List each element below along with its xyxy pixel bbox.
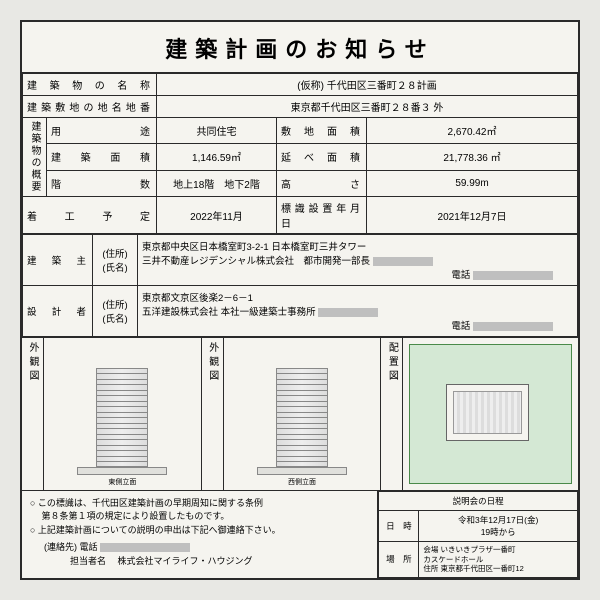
tel-label-2: 電話 [451, 321, 470, 332]
designer-addr: 東京都文京区後楽2－6－1 [142, 290, 573, 304]
person-value: 株式会社マイライフ・ハウジング [118, 556, 253, 566]
notice-board: 建築計画のお知らせ 建築物の名称 (仮称) 千代田区三番町２８計画 建築敷地の地… [20, 20, 580, 580]
building-base [77, 467, 167, 475]
height-label: 高 さ [277, 170, 367, 196]
designer-name-label: (氏名) [97, 311, 133, 325]
sign-value: 2021年12月7日 [367, 197, 578, 234]
note-1a: ○ この標識は、千代田区建築計画の早期周知に関する条例 [30, 497, 369, 511]
owner-addr: 東京都中央区日本橋室町3-2-1 日本橋室町三井タワー [142, 239, 573, 253]
stories-value: 地上18階 地下2階 [157, 170, 277, 196]
elevation-west: 外観図 西側立面 [202, 338, 382, 490]
sched-place-value: 会場 いきいきプラザ一番町 カスケードホール 住所 東京都千代田区一番町12 [419, 541, 578, 577]
buildarea-label: 建 築 面 積 [47, 144, 157, 170]
venue-addr-label: 住所 [423, 564, 438, 573]
elevation-east: 外観図 東側立面 [22, 338, 202, 490]
redacted [373, 257, 433, 266]
row-addr-label: 建築敷地の地名地番 [23, 96, 157, 118]
elevation-label: 外観図 [22, 338, 44, 490]
plan-label: 配置図 [381, 338, 403, 490]
west-caption: 西側立面 [288, 477, 316, 487]
person-label: 担当者名 [70, 556, 106, 566]
stories-label: 階 数 [47, 170, 157, 196]
owner-label: 建 築 主 [23, 235, 93, 286]
venue-label: 会場 [423, 545, 438, 554]
bottom-section: ○ この標識は、千代田区建築計画の早期周知に関する条例 第８条第１項の規定により… [22, 491, 578, 578]
use-label: 用 途 [47, 118, 157, 144]
site-plan: 配置図 [381, 338, 578, 490]
sched-place-label: 場 所 [379, 541, 419, 577]
row-name-value: (仮称) 千代田区三番町２８計画 [157, 74, 578, 96]
building-elevation-icon [276, 368, 328, 467]
floorarea-label: 延 べ 面 積 [277, 144, 367, 170]
sched-date-value: 令和3年12月17日(金) 19時から [419, 510, 578, 541]
tel-label: 電話 [451, 270, 470, 281]
start-value: 2022年11月 [157, 197, 277, 234]
site-value: 2,670.42㎡ [367, 118, 578, 144]
building-base [257, 467, 347, 475]
row-addr-value: 東京都千代田区三番町２８番３ 外 [157, 96, 578, 118]
elevation-label-2: 外観図 [202, 338, 224, 490]
title: 建築計画のお知らせ [22, 22, 578, 73]
parties-table: 建 築 主 (住所) (氏名) 東京都中央区日本橋室町3-2-1 日本橋室町三井… [22, 234, 578, 337]
use-value: 共同住宅 [157, 118, 277, 144]
meeting-schedule: 説明会の日程 日 時 令和3年12月17日(金) 19時から 場 所 会場 いき… [378, 491, 578, 578]
notes: ○ この標識は、千代田区建築計画の早期周知に関する条例 第８条第１項の規定により… [22, 491, 378, 578]
buildarea-value: 1,146.59㎡ [157, 144, 277, 170]
note-1b: 第８条第１項の規定により設置したものです。 [30, 510, 369, 524]
site-label: 敷 地 面 積 [277, 118, 367, 144]
redacted [100, 543, 190, 552]
venue-value: いきいきプラザ一番町 カスケードホール [423, 545, 515, 564]
building-elevation-icon [96, 368, 148, 467]
designer-label: 設 計 者 [23, 286, 93, 337]
east-caption: 東側立面 [108, 477, 136, 487]
sign-label: 標識設置年月日 [277, 197, 367, 234]
designer-details: 東京都文京区後楽2－6－1 五洋建設株式会社 本社一級建築士事務所 電話 [138, 286, 578, 337]
redacted [473, 322, 553, 331]
owner-details: 東京都中央区日本橋室町3-2-1 日本橋室町三井タワー 三井不動産レジデンシャル… [138, 235, 578, 286]
owner-name-label: (氏名) [97, 260, 133, 274]
contact-label: (連絡先) 電話 [44, 542, 98, 552]
start-label: 着 工 予 定 [23, 197, 157, 234]
sched-title: 説明会の日程 [379, 491, 578, 510]
redacted [318, 308, 378, 317]
redacted [473, 271, 553, 280]
sched-date-label: 日 時 [379, 510, 419, 541]
overview-label: 建築物の概要 [23, 118, 47, 197]
floorarea-value: 21,778.36 ㎡ [367, 144, 578, 170]
designer-addr-label: (住所) [97, 297, 133, 311]
site-outline [409, 344, 572, 484]
venue-addr-value: 東京都千代田区一番町12 [440, 564, 523, 573]
designer-name: 五洋建設株式会社 本社一級建築士事務所 [142, 307, 316, 318]
height-value: 59.99m [367, 170, 578, 196]
spec-table: 建築物の名称 (仮称) 千代田区三番町２８計画 建築敷地の地名地番 東京都千代田… [22, 73, 578, 234]
owner-addr-label: (住所) [97, 246, 133, 260]
owner-name: 三井不動産レジデンシャル株式会社 都市開発一部長 [142, 256, 370, 267]
note-2: ○ 上記建築計画についての説明の申出は下記へ御連絡下さい。 [30, 524, 369, 538]
figures-row: 外観図 東側立面 外観図 [22, 337, 578, 491]
building-footprint [446, 384, 530, 442]
row-name-label: 建築物の名称 [23, 74, 157, 96]
